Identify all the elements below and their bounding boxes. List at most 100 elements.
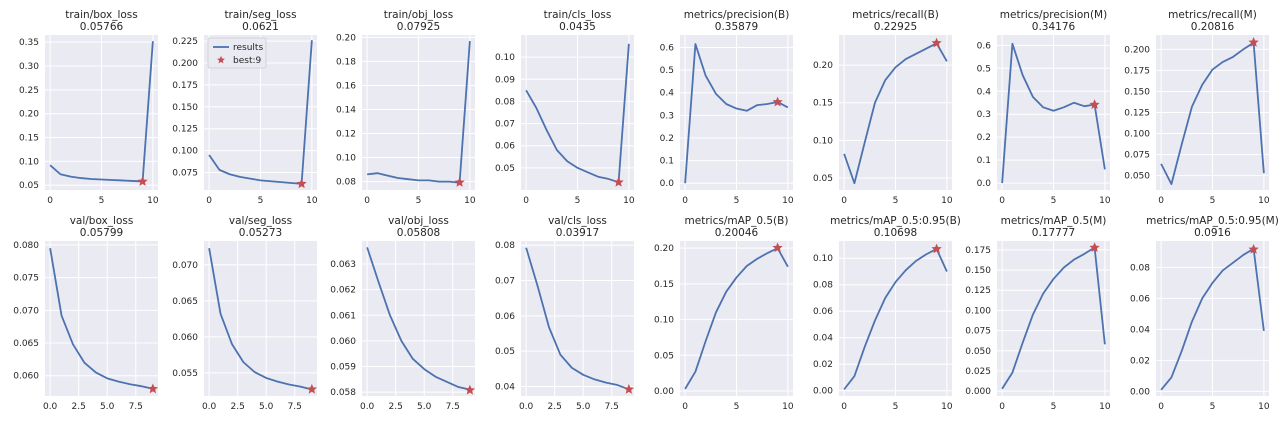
y-tick-label: 0.10 xyxy=(19,157,39,167)
x-tick-label: 0 xyxy=(999,402,1005,412)
y-tick-label: 0.20 xyxy=(19,110,39,120)
y-tick-label: 0.060 xyxy=(330,337,356,347)
series-line-results xyxy=(684,43,789,184)
best-marker xyxy=(1248,37,1259,47)
subplot-best-value: 0.20816 xyxy=(1191,21,1235,33)
series-line-results xyxy=(684,247,789,390)
y-tick-label: 0.075 xyxy=(172,168,198,178)
subplot-title: train/seg_loss xyxy=(224,9,296,21)
subplot-title: val/cls_loss xyxy=(548,215,607,227)
y-tick-label: 0.070 xyxy=(13,306,39,316)
best-marker xyxy=(772,96,783,107)
y-tick-label: 0.04 xyxy=(495,382,515,392)
x-tick-label: 7.5 xyxy=(446,402,460,412)
y-tick-label: 0.100 xyxy=(965,306,991,316)
best-marker xyxy=(613,176,624,187)
subplot-best-value: 0.07925 xyxy=(397,21,440,33)
y-tick-label: 0.175 xyxy=(172,81,198,91)
y-tick-label: 0.06 xyxy=(495,142,515,152)
y-tick-label: 0.200 xyxy=(1124,45,1150,55)
x-tick-label: 10 xyxy=(623,196,635,206)
subplot-title: metrics/mAP_0.5:0.95(B) xyxy=(830,215,961,227)
x-tick-label: 5 xyxy=(258,196,264,206)
best-marker xyxy=(1089,242,1100,252)
subplot-best-value: 0.35879 xyxy=(715,21,758,33)
x-tick-label: 0 xyxy=(999,196,1005,206)
subplot-title: train/obj_loss xyxy=(384,9,454,21)
y-tick-label: 0.15 xyxy=(19,134,39,144)
y-tick-label: 0.025 xyxy=(965,367,991,377)
subplot-best-value: 0.17777 xyxy=(1032,227,1075,239)
x-tick-label: 2.5 xyxy=(72,402,86,412)
y-tick-label: 0.10 xyxy=(336,154,356,164)
x-tick-label: 5 xyxy=(734,196,740,206)
x-tick-label: 5.0 xyxy=(100,402,115,412)
plot-area xyxy=(45,241,158,396)
subplot-best-value: 0.0435 xyxy=(559,21,596,33)
y-tick-label: 0.08 xyxy=(495,97,515,107)
best-marker xyxy=(1089,99,1100,109)
y-tick-label: 0.125 xyxy=(172,125,198,135)
y-tick-label: 0.050 xyxy=(1124,172,1150,182)
subplot-5: metrics/recall(B)0.22925 0 5 10 0.05 0.10 0.15… xyxy=(813,9,953,206)
best-marker xyxy=(931,37,942,48)
subplot-best-value: 0.20046 xyxy=(715,227,759,239)
y-tick-label: 0.2 xyxy=(977,133,991,143)
y-tick-label: 0.062 xyxy=(330,286,356,296)
subplot-4: metrics/precision(B)0.35879 0 5 10 0.0 0.1 0.2… xyxy=(660,9,794,206)
subplot-best-value: 0.22925 xyxy=(874,21,917,33)
series-line-results xyxy=(1160,247,1265,391)
subplot-15: metrics/mAP_0.5:0.95(M)0.0916 0 5 10 0.00 0.0… xyxy=(1130,215,1279,412)
y-tick-label: 0.10 xyxy=(654,316,674,326)
y-tick-label: 0.4 xyxy=(977,87,992,97)
x-tick-label: 0 xyxy=(1158,196,1164,206)
best-marker xyxy=(772,242,783,253)
y-tick-label: 0.16 xyxy=(336,81,356,91)
y-tick-label: 0.15 xyxy=(813,99,833,109)
legend: results best:9 xyxy=(207,37,267,69)
y-tick-label: 0.05 xyxy=(495,164,515,174)
y-tick-label: 0.3 xyxy=(977,110,991,120)
series-line-results xyxy=(367,40,471,184)
y-tick-label: 0.06 xyxy=(813,307,833,317)
y-tick-label: 0.3 xyxy=(660,111,674,121)
y-tick-label: 0.20 xyxy=(336,33,356,43)
subplot-title: metrics/mAP_0.5(M) xyxy=(1001,215,1107,227)
y-tick-label: 0.20 xyxy=(813,61,833,71)
y-tick-label: 0.1 xyxy=(977,156,991,166)
subplot-14: metrics/mAP_0.5(M)0.17777 0 5 10 0.000 0.025 0… xyxy=(965,215,1111,412)
y-tick-label: 0.059 xyxy=(330,363,356,373)
y-tick-label: 0.060 xyxy=(13,372,39,382)
x-tick-label: 5 xyxy=(99,196,105,206)
x-tick-label: 0 xyxy=(47,196,53,206)
x-tick-label: 7.5 xyxy=(288,402,302,412)
x-tick-label: 10 xyxy=(147,196,159,206)
y-tick-label: 0.2 xyxy=(660,134,674,144)
x-tick-label: 0.0 xyxy=(202,402,217,412)
y-tick-label: 0.061 xyxy=(330,311,356,321)
best-marker xyxy=(1248,244,1259,254)
y-tick-label: 0.06 xyxy=(1130,294,1150,304)
subplot-title: metrics/recall(B) xyxy=(852,9,939,21)
best-marker xyxy=(454,177,465,187)
x-tick-label: 5 xyxy=(1051,402,1057,412)
y-tick-label: 0.150 xyxy=(1124,87,1150,97)
y-tick-label: 0.0 xyxy=(660,179,675,189)
y-tick-label: 0.065 xyxy=(172,297,198,307)
subplot-title: val/obj_loss xyxy=(388,215,449,227)
y-tick-label: 0.055 xyxy=(172,369,198,379)
x-tick-label: 0 xyxy=(682,402,688,412)
x-tick-label: 0 xyxy=(682,196,688,206)
best-marker xyxy=(306,383,317,394)
subplot-title: metrics/precision(M) xyxy=(1000,9,1107,21)
y-tick-label: 0.175 xyxy=(965,246,991,256)
x-tick-label: 10 xyxy=(782,196,794,206)
x-tick-label: 2.5 xyxy=(389,402,403,412)
y-tick-label: 0.200 xyxy=(172,59,198,69)
